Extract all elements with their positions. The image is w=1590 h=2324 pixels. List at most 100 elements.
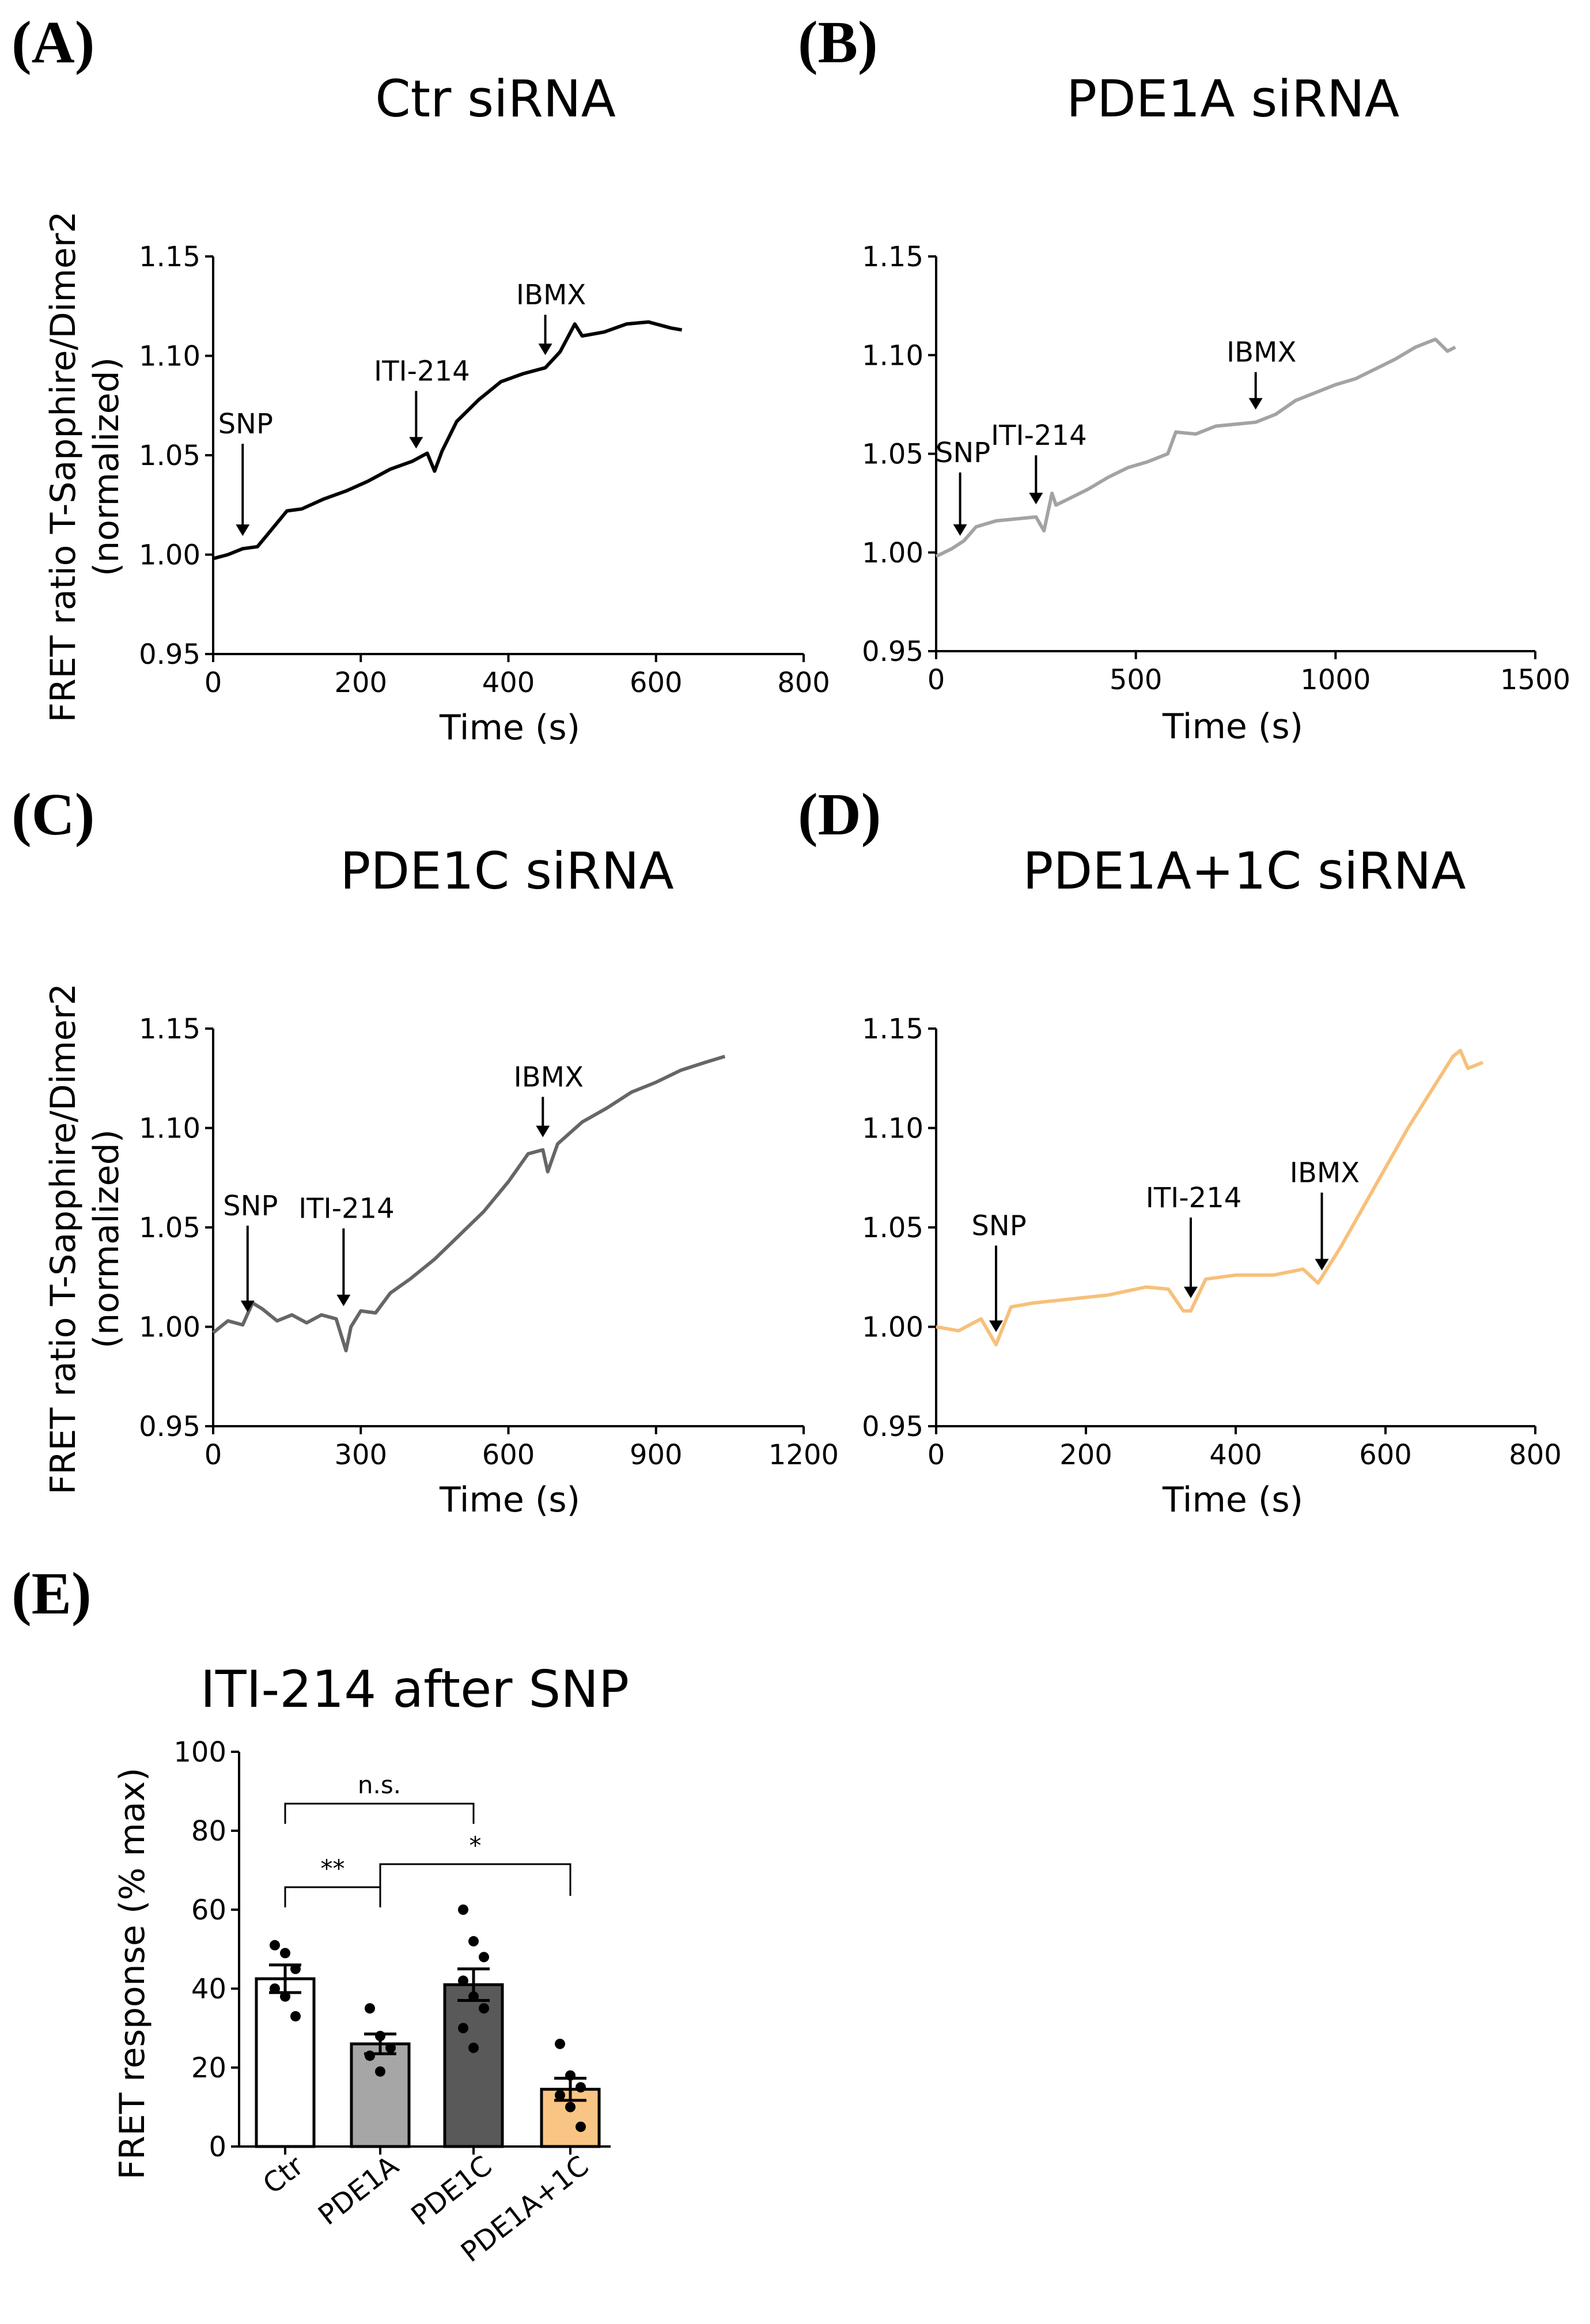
- x-tick-label-e: PDE1C: [406, 2149, 498, 2232]
- event-label-snp: SNP: [936, 437, 990, 469]
- data-point: [365, 2003, 375, 2014]
- significance-bracket: [379, 1863, 571, 1896]
- event-label-iti-214: ITI-214: [298, 1193, 395, 1225]
- event-arrow-head: [1029, 493, 1043, 505]
- x-tick-label-e: PDE1A: [312, 2149, 404, 2231]
- y-tick-label-c: 0.95: [139, 1411, 200, 1443]
- x-tick-label-a: 400: [482, 667, 535, 699]
- x-tick-label-b: 0: [928, 664, 945, 696]
- y-tick-label-c: 1.00: [139, 1312, 200, 1344]
- series-line-d: [936, 1048, 1484, 1347]
- y-tick-label-e: 80: [191, 1815, 226, 1847]
- x-tick-label-d: 800: [1509, 1439, 1562, 1471]
- significance-label: n.s.: [358, 1771, 401, 1799]
- data-point: [576, 2121, 586, 2132]
- event-label-iti-214: ITI-214: [1146, 1182, 1242, 1214]
- y-tick-label-d: 1.05: [862, 1212, 923, 1244]
- y-tick-label-a: 1.05: [139, 440, 200, 472]
- panel-title-d: PDE1A+1C siRNA: [1023, 841, 1466, 901]
- y-axis-label-a-line2: (normalized): [86, 357, 127, 576]
- y-tick-label-c: 1.15: [139, 1013, 200, 1045]
- x-tick-label-b: 1500: [1500, 664, 1570, 696]
- bar-pde1a: [350, 2042, 411, 2148]
- panel-title-b: PDE1A siRNA: [1066, 69, 1399, 129]
- x-tick-label-c: 1200: [768, 1439, 839, 1471]
- x-axis-label-a: Time (s): [439, 708, 580, 748]
- event-label-snp: SNP: [971, 1210, 1026, 1242]
- event-label-ibmx: IBMX: [516, 279, 586, 311]
- x-tick-label-a: 600: [630, 667, 683, 699]
- y-tick-label-d: 1.15: [862, 1013, 923, 1045]
- y-tick-label-d: 1.00: [862, 1312, 923, 1344]
- significance-label: **: [321, 1854, 345, 1883]
- x-tick-label-d: 0: [928, 1439, 945, 1471]
- data-point: [280, 1991, 290, 2002]
- x-tick-label-a: 800: [777, 667, 830, 699]
- y-axis-label-a: FRET ratio T-Sapphire/Dimer2: [43, 211, 84, 722]
- data-point: [555, 2089, 565, 2100]
- x-tick-label-c: 600: [482, 1439, 535, 1471]
- y-tick-label-e: 0: [209, 2131, 226, 2163]
- y-tick-label-c: 1.10: [139, 1113, 200, 1145]
- event-arrow-head: [236, 524, 250, 536]
- x-tick-label-c: 300: [334, 1439, 387, 1471]
- panel-b: (B) PDE1A siRNA Time (s) 0.95 1.00 1.05 1.1…: [798, 9, 1570, 747]
- y-tick-label-b: 1.00: [862, 537, 923, 569]
- data-point: [270, 1940, 280, 1951]
- event-label-ibmx: IBMX: [514, 1061, 584, 1093]
- event-arrow-head: [536, 1125, 550, 1138]
- bar-ctr: [255, 1977, 316, 2148]
- data-point: [479, 2003, 489, 2014]
- data-point: [468, 1991, 479, 2002]
- y-tick-label-a: 1.00: [139, 539, 200, 572]
- data-point: [468, 1936, 479, 1947]
- y-tick-label-e: 20: [191, 2052, 226, 2084]
- event-arrow-head: [409, 437, 423, 449]
- x-tick-label-d: 400: [1209, 1439, 1262, 1471]
- event-arrow-head: [1184, 1286, 1198, 1298]
- data-point: [290, 2011, 301, 2021]
- y-tick-label-e: 100: [173, 1736, 226, 1768]
- panel-letter-a: (A): [12, 9, 94, 75]
- y-tick-label-e: 40: [191, 1973, 226, 2005]
- y-tick-label-b: 1.05: [862, 439, 923, 471]
- data-point: [458, 1904, 468, 1915]
- panel-title-e: ITI-214 after SNP: [200, 1660, 629, 1719]
- event-label-snp: SNP: [223, 1190, 278, 1222]
- x-tick-label-e: Ctr: [257, 2149, 309, 2201]
- event-label-snp: SNP: [218, 408, 273, 440]
- data-point: [280, 1948, 290, 1959]
- panel-letter-d: (D): [798, 781, 881, 848]
- y-tick-label-c: 1.05: [139, 1212, 200, 1244]
- data-point: [468, 2042, 479, 2053]
- series-line-a: [213, 320, 683, 561]
- data-point: [270, 1983, 280, 1994]
- y-tick-label-a: 1.15: [139, 241, 200, 273]
- event-arrow-head: [1248, 398, 1263, 410]
- x-tick-label-b: 500: [1110, 664, 1163, 696]
- y-tick-label-d: 0.95: [862, 1411, 923, 1443]
- x-axis-label-c: Time (s): [439, 1480, 580, 1520]
- data-point: [375, 2066, 385, 2077]
- significance-label: *: [470, 1831, 482, 1860]
- data-point: [458, 2023, 468, 2034]
- event-label-iti-214: ITI-214: [374, 355, 470, 387]
- data-point: [375, 2031, 385, 2042]
- y-tick-label-b: 1.15: [862, 241, 923, 273]
- panel-title-a: Ctr siRNA: [375, 69, 616, 129]
- event-label-ibmx: IBMX: [1290, 1157, 1360, 1189]
- y-tick-label-b: 1.10: [862, 339, 923, 372]
- x-tick-label-b: 1000: [1300, 664, 1371, 696]
- data-point: [565, 2102, 576, 2113]
- plot-area-a: 0.95 1.00 1.05 1.10 1.15 0 200 400 600 800 SNP ITI-…: [139, 241, 830, 699]
- event-arrow-head: [989, 1320, 1003, 1332]
- x-tick-label-a: 0: [205, 667, 222, 699]
- y-axis-label-c-line2: (normalized): [86, 1129, 127, 1348]
- data-point: [290, 1963, 301, 1974]
- y-axis-label-e: FRET response (% max): [112, 1767, 153, 2179]
- panel-d: (D) PDE1A+1C siRNA Time (s) 0.95 1.00 1.05…: [798, 781, 1562, 1520]
- data-point: [365, 2050, 375, 2061]
- x-tick-label-a: 200: [334, 667, 387, 699]
- series-line-c: [212, 1055, 726, 1352]
